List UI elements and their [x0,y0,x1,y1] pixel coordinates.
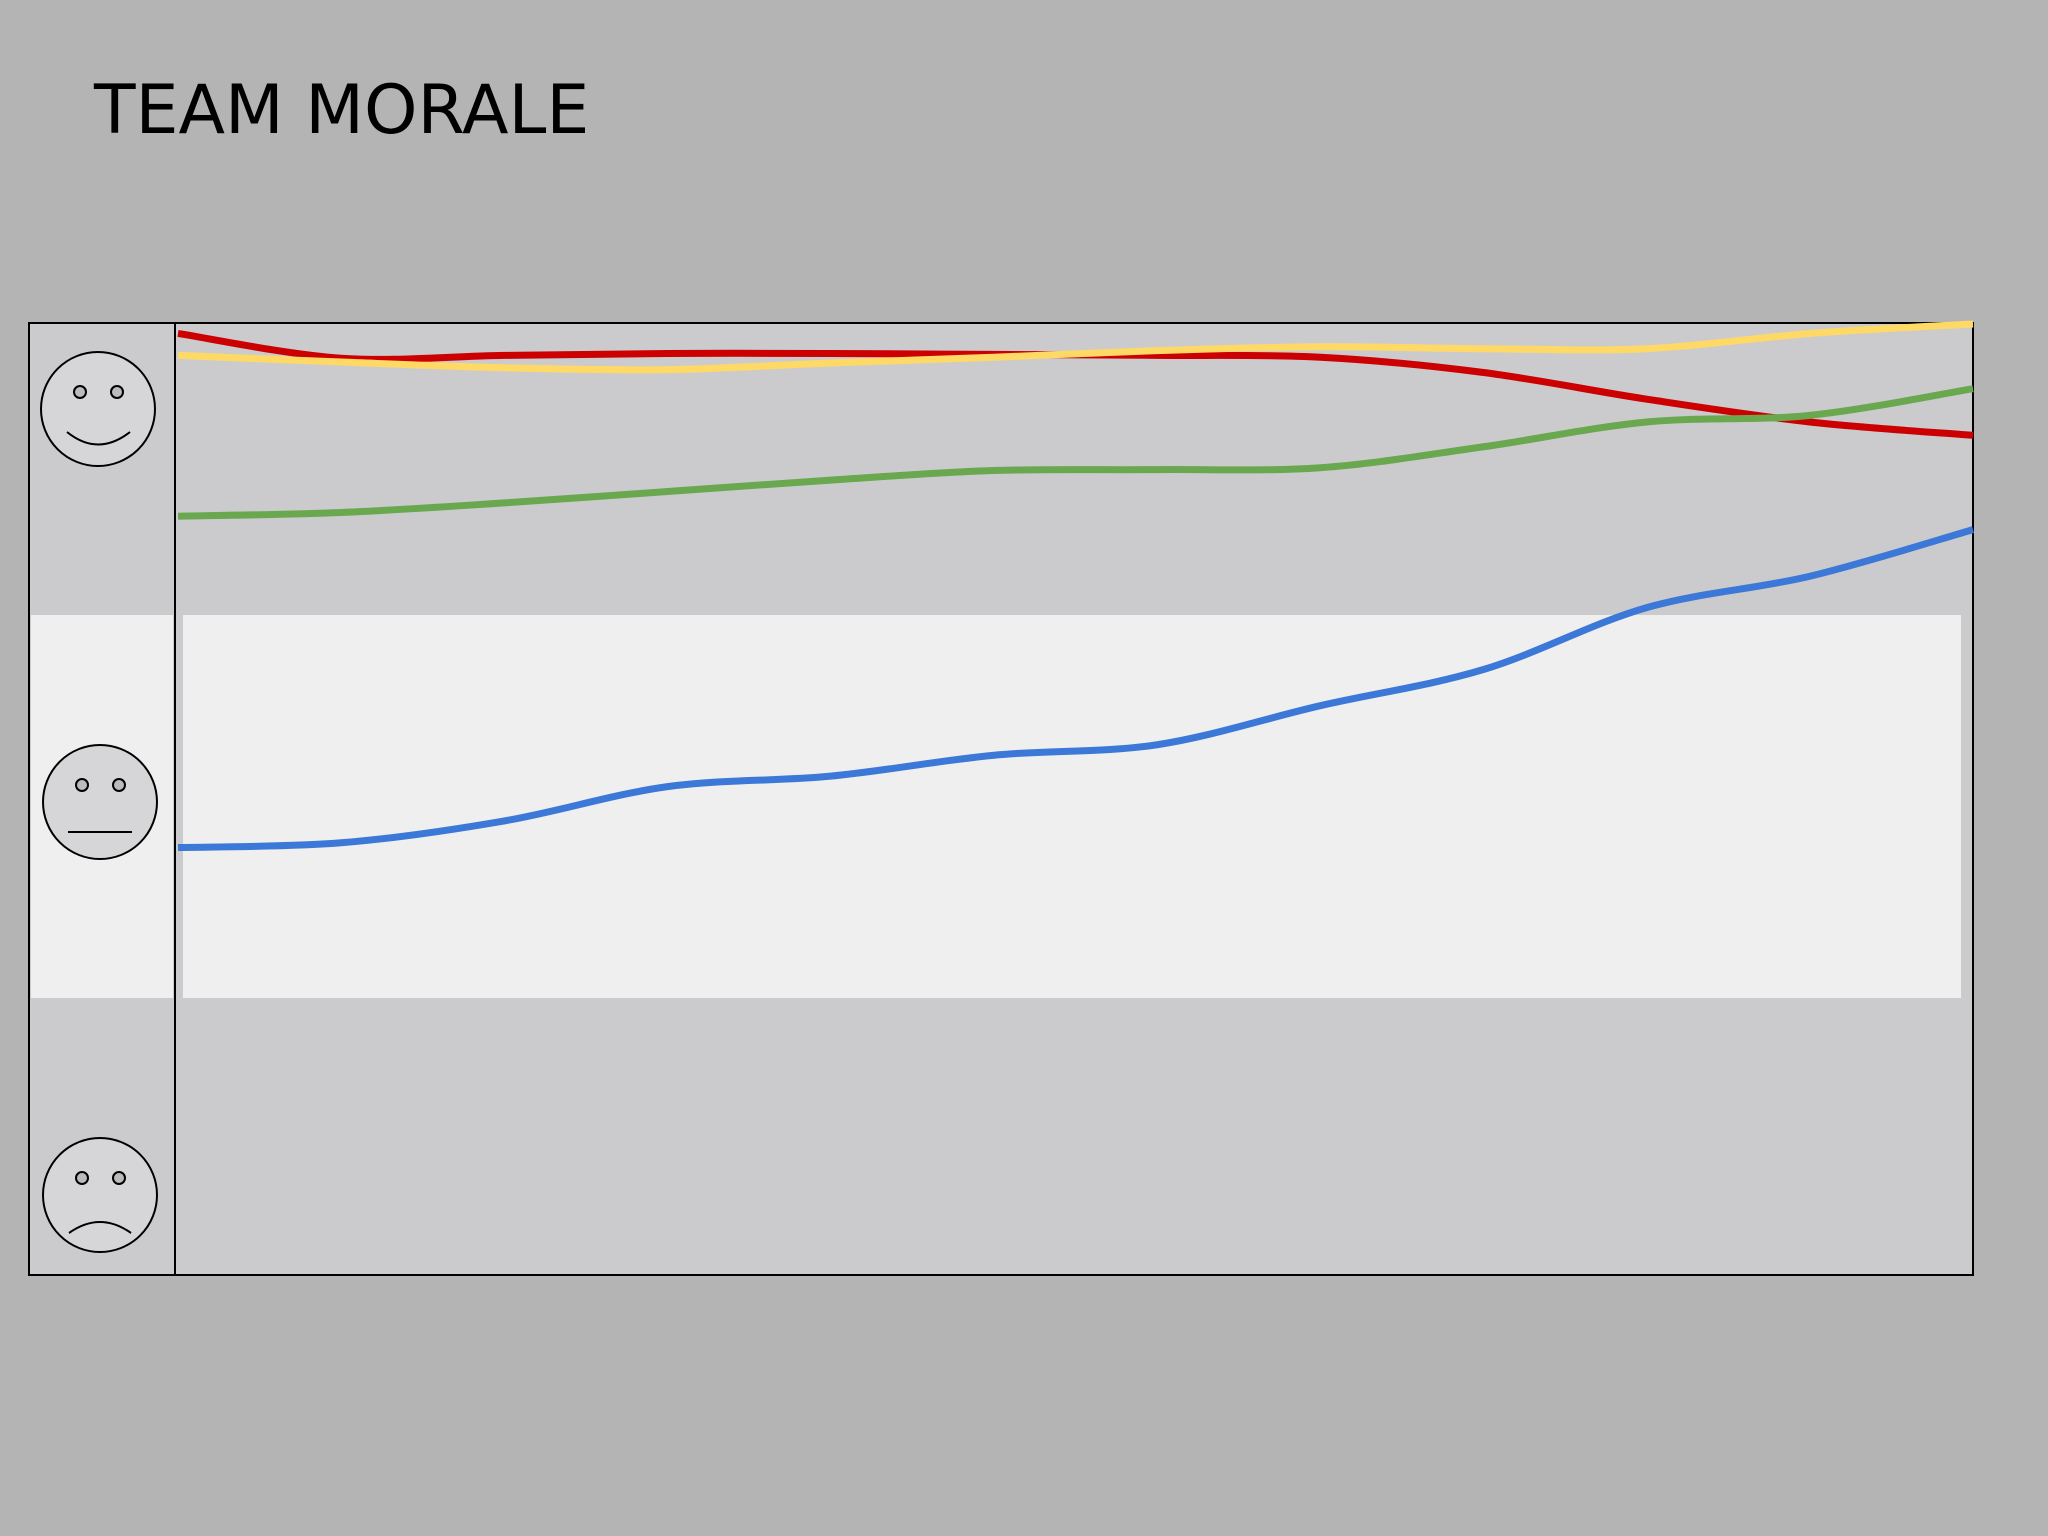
chart-title: TEAM MORALE [93,71,589,150]
happy-face [40,351,156,467]
neutral-band [183,615,1961,998]
chart-frame [28,322,1974,1276]
morale-line [177,320,1974,374]
neutral-face [42,744,158,860]
morale-line [177,526,1974,852]
sad-face [42,1137,158,1253]
morale-line [177,385,1974,520]
